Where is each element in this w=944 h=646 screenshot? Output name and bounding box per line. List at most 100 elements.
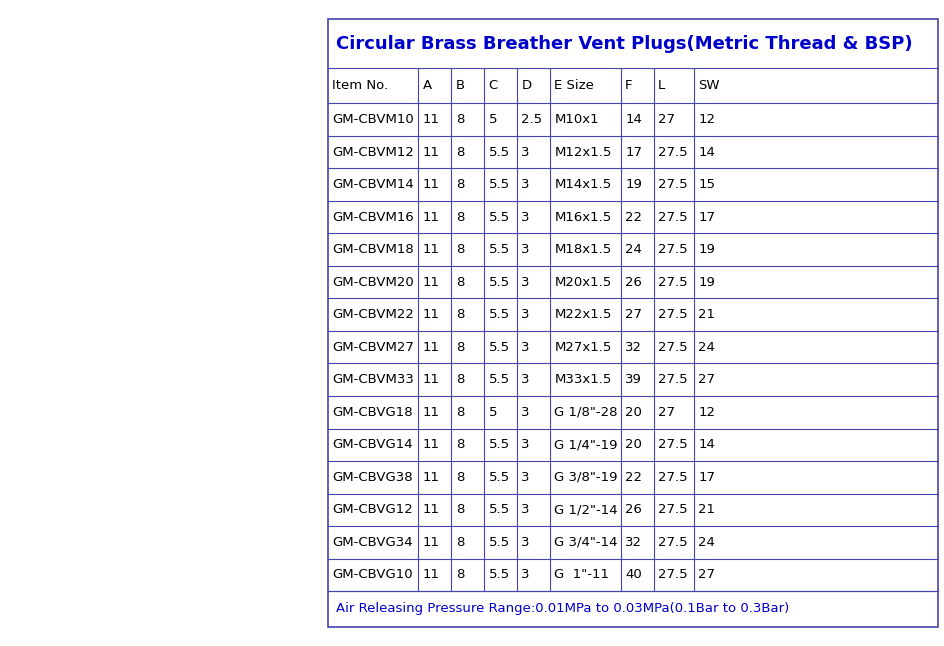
Text: 27.5: 27.5: [658, 471, 687, 484]
Text: C: C: [489, 79, 497, 92]
Text: 11: 11: [423, 145, 440, 159]
Text: 32: 32: [625, 536, 642, 549]
Text: 24: 24: [699, 340, 716, 354]
Text: 8: 8: [456, 211, 464, 224]
Text: 5.5: 5.5: [489, 471, 510, 484]
Text: G 1/2"-14: G 1/2"-14: [554, 503, 618, 516]
Text: GM-CBVM16: GM-CBVM16: [332, 211, 414, 224]
Text: M14x1.5: M14x1.5: [554, 178, 612, 191]
Text: G 3/8"-19: G 3/8"-19: [554, 471, 618, 484]
Text: 3: 3: [521, 243, 530, 256]
Text: 27.5: 27.5: [658, 243, 687, 256]
Text: 17: 17: [699, 211, 716, 224]
Text: 3: 3: [521, 438, 530, 452]
Text: 8: 8: [456, 373, 464, 386]
Text: GM-CBVM18: GM-CBVM18: [332, 243, 414, 256]
Text: 21: 21: [699, 308, 716, 321]
Text: 11: 11: [423, 373, 440, 386]
Text: GM-CBVM20: GM-CBVM20: [332, 276, 414, 289]
Text: 2.5: 2.5: [521, 113, 543, 126]
Text: 27.5: 27.5: [658, 373, 687, 386]
Text: 11: 11: [423, 503, 440, 516]
Text: M33x1.5: M33x1.5: [554, 373, 612, 386]
Text: 15: 15: [699, 178, 716, 191]
Text: 20: 20: [625, 438, 642, 452]
Text: 26: 26: [625, 503, 642, 516]
Text: 11: 11: [423, 568, 440, 581]
Text: 3: 3: [521, 308, 530, 321]
Text: 5.5: 5.5: [489, 438, 510, 452]
Text: 17: 17: [625, 145, 642, 159]
Text: 8: 8: [456, 276, 464, 289]
Text: GM-CBVG34: GM-CBVG34: [332, 536, 413, 549]
Text: 24: 24: [699, 536, 716, 549]
Text: GM-CBVM27: GM-CBVM27: [332, 340, 414, 354]
Text: 5: 5: [489, 113, 497, 126]
Text: 5.5: 5.5: [489, 503, 510, 516]
Text: GM-CBVG18: GM-CBVG18: [332, 406, 413, 419]
Text: 22: 22: [625, 471, 642, 484]
Text: GM-CBVG10: GM-CBVG10: [332, 568, 413, 581]
Text: 3: 3: [521, 373, 530, 386]
Text: 17: 17: [699, 471, 716, 484]
Text: 5.5: 5.5: [489, 308, 510, 321]
Text: 27.5: 27.5: [658, 276, 687, 289]
Text: 8: 8: [456, 406, 464, 419]
Text: 27.5: 27.5: [658, 211, 687, 224]
Text: 3: 3: [521, 340, 530, 354]
Text: F: F: [625, 79, 632, 92]
Text: 27.5: 27.5: [658, 568, 687, 581]
Text: A: A: [423, 79, 431, 92]
Text: 27.5: 27.5: [658, 438, 687, 452]
Text: 3: 3: [521, 178, 530, 191]
Text: 3: 3: [521, 471, 530, 484]
Text: 27: 27: [625, 308, 642, 321]
Text: GM-CBVM10: GM-CBVM10: [332, 113, 414, 126]
Text: M12x1.5: M12x1.5: [554, 145, 612, 159]
Text: GM-CBVM33: GM-CBVM33: [332, 373, 414, 386]
Text: 8: 8: [456, 308, 464, 321]
Text: 12: 12: [699, 406, 716, 419]
Text: 40: 40: [625, 568, 642, 581]
Text: 19: 19: [699, 276, 716, 289]
Text: 8: 8: [456, 503, 464, 516]
Text: 24: 24: [625, 243, 642, 256]
Text: 11: 11: [423, 113, 440, 126]
Text: 27.5: 27.5: [658, 145, 687, 159]
Text: 11: 11: [423, 243, 440, 256]
Text: 11: 11: [423, 340, 440, 354]
Text: M18x1.5: M18x1.5: [554, 243, 612, 256]
Text: 27.5: 27.5: [658, 178, 687, 191]
Text: 27.5: 27.5: [658, 536, 687, 549]
Text: 11: 11: [423, 211, 440, 224]
Text: 5.5: 5.5: [489, 340, 510, 354]
Text: 11: 11: [423, 536, 440, 549]
Text: M27x1.5: M27x1.5: [554, 340, 612, 354]
Text: SW: SW: [699, 79, 719, 92]
Text: 14: 14: [699, 438, 716, 452]
Text: G 1/8"-28: G 1/8"-28: [554, 406, 618, 419]
Text: 11: 11: [423, 438, 440, 452]
Text: 20: 20: [625, 406, 642, 419]
Text: 8: 8: [456, 145, 464, 159]
Text: 27: 27: [699, 373, 716, 386]
Text: D: D: [521, 79, 531, 92]
Text: 32: 32: [625, 340, 642, 354]
Text: 3: 3: [521, 568, 530, 581]
Text: E Size: E Size: [554, 79, 595, 92]
Text: 3: 3: [521, 145, 530, 159]
Text: 19: 19: [699, 243, 716, 256]
Text: 12: 12: [699, 113, 716, 126]
Text: G 1/4"-19: G 1/4"-19: [554, 438, 618, 452]
Text: 8: 8: [456, 113, 464, 126]
Text: 5.5: 5.5: [489, 178, 510, 191]
Text: 8: 8: [456, 178, 464, 191]
Text: 14: 14: [625, 113, 642, 126]
Text: 27: 27: [658, 406, 675, 419]
Text: GM-CBVG12: GM-CBVG12: [332, 503, 413, 516]
Text: 11: 11: [423, 308, 440, 321]
Text: 27: 27: [658, 113, 675, 126]
Text: M22x1.5: M22x1.5: [554, 308, 612, 321]
Text: 11: 11: [423, 178, 440, 191]
Text: 27.5: 27.5: [658, 308, 687, 321]
